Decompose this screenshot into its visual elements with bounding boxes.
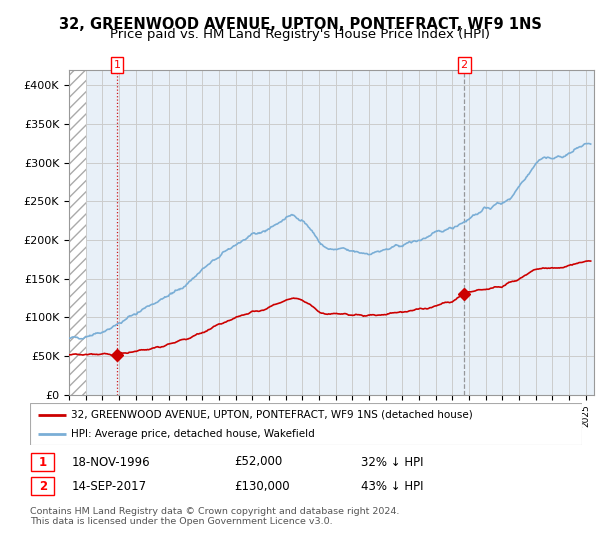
Text: Contains HM Land Registry data © Crown copyright and database right 2024.
This d: Contains HM Land Registry data © Crown c… xyxy=(30,507,400,526)
Text: 43% ↓ HPI: 43% ↓ HPI xyxy=(361,479,424,493)
FancyBboxPatch shape xyxy=(31,477,54,496)
Text: 14-SEP-2017: 14-SEP-2017 xyxy=(71,479,146,493)
FancyBboxPatch shape xyxy=(30,403,582,445)
Text: 32% ↓ HPI: 32% ↓ HPI xyxy=(361,455,424,469)
Text: £130,000: £130,000 xyxy=(234,479,290,493)
Text: £52,000: £52,000 xyxy=(234,455,283,469)
Text: 1: 1 xyxy=(38,455,47,469)
Text: 2: 2 xyxy=(38,479,47,493)
Text: HPI: Average price, detached house, Wakefield: HPI: Average price, detached house, Wake… xyxy=(71,429,315,439)
Bar xyxy=(69,70,86,395)
Text: 18-NOV-1996: 18-NOV-1996 xyxy=(71,455,150,469)
Text: 2: 2 xyxy=(461,60,468,70)
Text: 32, GREENWOOD AVENUE, UPTON, PONTEFRACT, WF9 1NS: 32, GREENWOOD AVENUE, UPTON, PONTEFRACT,… xyxy=(59,17,541,32)
Text: 1: 1 xyxy=(113,60,121,70)
FancyBboxPatch shape xyxy=(31,452,54,472)
Text: Price paid vs. HM Land Registry's House Price Index (HPI): Price paid vs. HM Land Registry's House … xyxy=(110,28,490,41)
Text: 32, GREENWOOD AVENUE, UPTON, PONTEFRACT, WF9 1NS (detached house): 32, GREENWOOD AVENUE, UPTON, PONTEFRACT,… xyxy=(71,409,473,419)
